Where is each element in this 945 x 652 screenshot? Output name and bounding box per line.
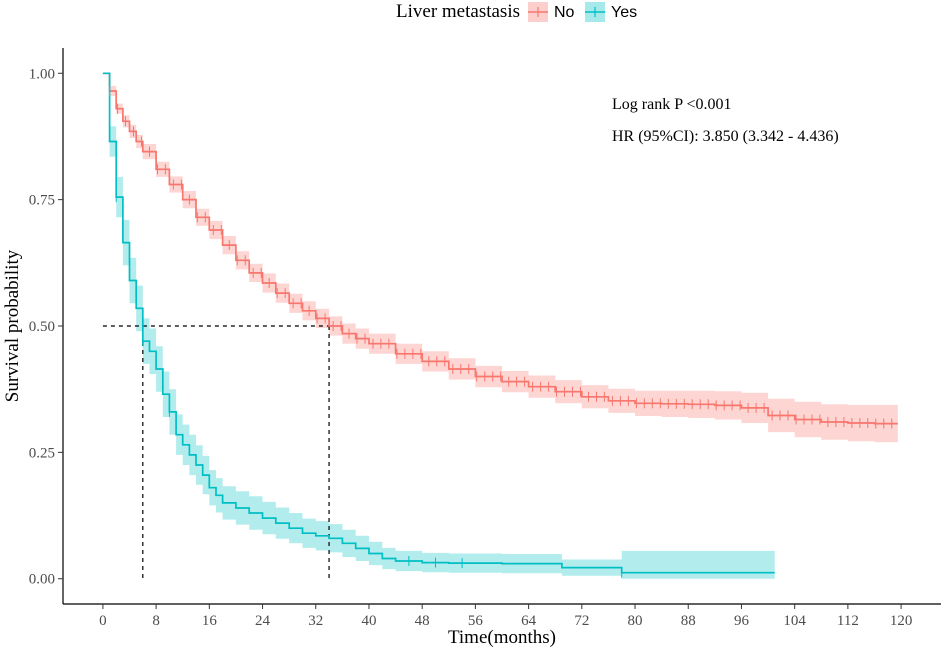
legend-label-yes: Yes <box>611 4 637 21</box>
ci-band-no <box>102 73 898 443</box>
x-tick-label: 24 <box>255 613 271 629</box>
x-tick-label: 112 <box>837 613 859 629</box>
x-tick-label: 16 <box>202 613 218 629</box>
x-tick-label: 48 <box>415 613 430 629</box>
hr-annotation: HR (95%CI): 3.850 (3.342 - 4.436) <box>612 128 839 145</box>
x-tick-label: 8 <box>152 613 160 629</box>
x-tick-label: 64 <box>521 613 537 629</box>
ci-band-yes <box>102 73 775 579</box>
legend-label-no: No <box>554 4 575 21</box>
x-tick-label: 104 <box>783 613 806 629</box>
legend: Liver metastasis No Yes <box>396 1 637 22</box>
censor-marks <box>109 86 893 578</box>
logrank-annotation: Log rank P <0.001 <box>612 96 732 113</box>
x-tick-label: 32 <box>308 613 323 629</box>
legend-title: Liver metastasis <box>396 1 520 22</box>
y-axis-ticks: 0.00 0.25 0.50 0.75 1.00 <box>29 66 63 588</box>
survival-line-yes <box>102 72 775 574</box>
x-tick-label: 72 <box>574 613 589 629</box>
y-axis-title: Survival probability <box>2 249 23 402</box>
legend-item-no: No <box>528 2 575 22</box>
x-axis-title: Time(months) <box>448 627 556 648</box>
y-tick-label: 0.00 <box>29 572 55 588</box>
x-tick-label: 120 <box>890 613 913 629</box>
x-tick-label: 0 <box>99 613 107 629</box>
y-tick-label: 0.75 <box>29 193 55 209</box>
y-tick-label: 0.50 <box>29 319 55 335</box>
x-tick-label: 80 <box>628 613 643 629</box>
x-tick-label: 96 <box>734 613 750 629</box>
x-tick-label: 40 <box>361 613 376 629</box>
confidence-bands <box>102 73 898 579</box>
x-axis-ticks: 0 8 16 24 32 40 48 56 64 72 80 88 96 104 112 120 <box>99 604 912 629</box>
x-tick-label: 56 <box>468 613 484 629</box>
y-tick-label: 0.25 <box>29 445 55 461</box>
y-tick-label: 1.00 <box>29 66 55 82</box>
survival-curves <box>102 72 898 574</box>
x-tick-label: 88 <box>681 613 696 629</box>
legend-item-yes: Yes <box>585 2 637 22</box>
